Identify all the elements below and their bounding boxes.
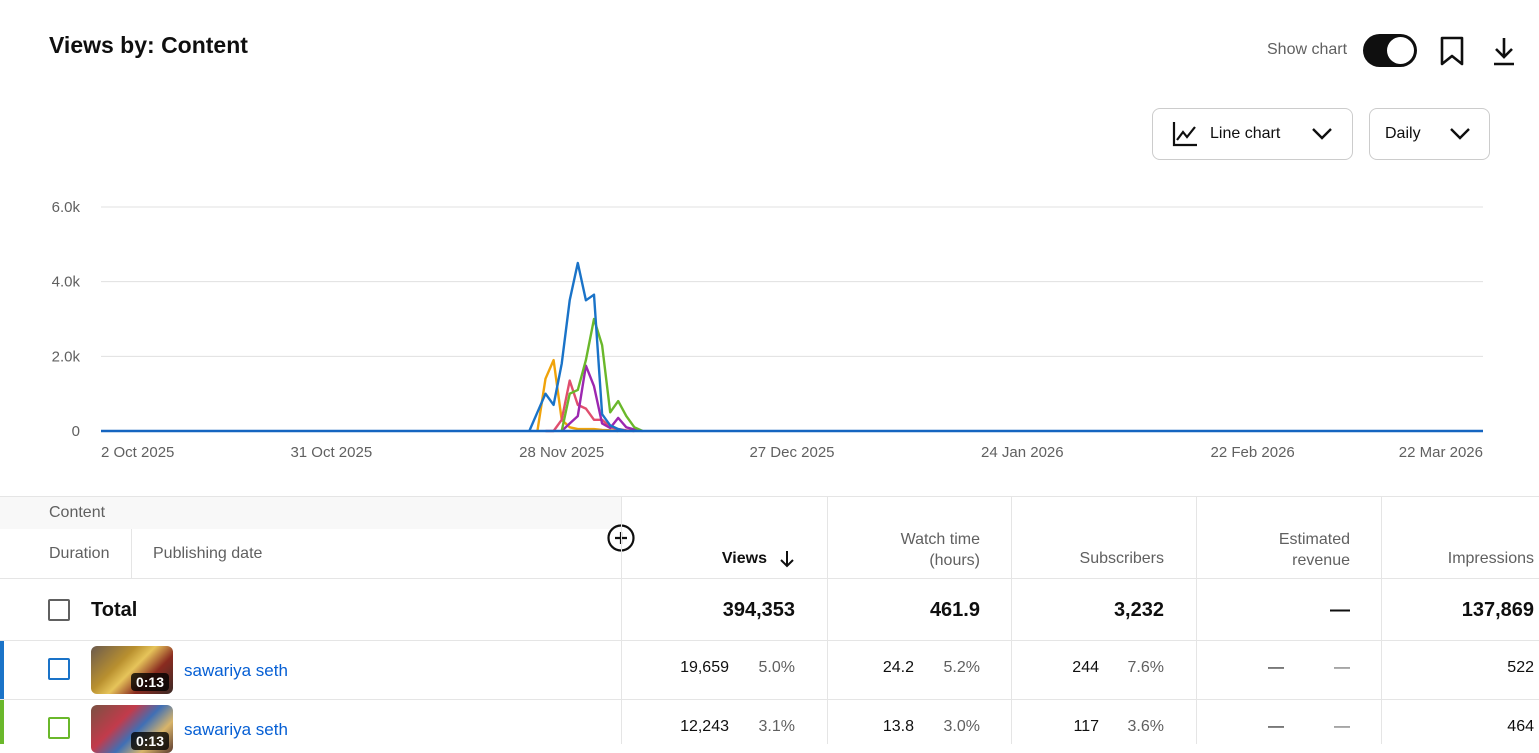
y-tick-label: 0 <box>72 423 80 440</box>
chart-type-value: Line chart <box>1210 125 1281 142</box>
row-checkbox[interactable] <box>48 658 70 680</box>
video-thumbnail[interactable]: 0:13 <box>91 705 173 753</box>
interval-dropdown[interactable]: Daily <box>1369 108 1490 160</box>
divider <box>131 529 132 579</box>
arrow-down-icon <box>780 551 794 568</box>
revenue-column-header[interactable]: Estimated revenue <box>1279 529 1350 571</box>
video-thumbnail[interactable]: 0:13 <box>91 646 173 694</box>
watch-time-header-line2: (hours) <box>929 552 980 569</box>
row-impressions: 464 <box>1507 718 1534 735</box>
x-tick-label: 24 Jan 2026 <box>981 444 1064 461</box>
total-subscribers: 3,232 <box>1113 599 1164 621</box>
video-duration: 0:13 <box>130 732 169 750</box>
content-header: Content <box>49 504 106 521</box>
x-tick-label: 27 Dec 2025 <box>749 444 834 461</box>
bookmark-icon <box>1440 36 1464 66</box>
row-revenue-pct: — <box>1334 718 1350 735</box>
impressions-column-header[interactable]: Impressions <box>1447 550 1534 567</box>
row-revenue-pct: — <box>1334 659 1350 676</box>
row-checkbox[interactable] <box>48 717 70 739</box>
total-revenue: — <box>1330 599 1350 621</box>
row-subscribers-pct: 3.6% <box>1127 718 1164 735</box>
video-title-link[interactable]: sawariya seth <box>184 661 288 680</box>
chevron-down-icon <box>1450 128 1470 140</box>
content-header-bg <box>0 497 621 529</box>
toggle-knob <box>1387 37 1414 64</box>
col-divider <box>1381 497 1382 744</box>
table-top-border <box>0 496 1539 497</box>
col-divider <box>827 497 828 744</box>
x-tick-label: 28 Nov 2025 <box>519 444 604 461</box>
row-border <box>0 578 1539 579</box>
y-tick-label: 6.0k <box>52 199 81 216</box>
x-tick-label: 31 Oct 2025 <box>290 444 372 461</box>
interval-value: Daily <box>1385 125 1421 142</box>
row-subscribers: 117 <box>1073 718 1099 735</box>
series-line <box>560 317 643 433</box>
download-icon <box>1494 38 1514 66</box>
row-color-indicator <box>0 641 4 699</box>
page-title: Views by: Content <box>49 32 248 58</box>
video-duration: 0:13 <box>130 673 169 691</box>
watch-time-column-header[interactable]: Watch time (hours) <box>901 529 980 571</box>
x-tick-label: 2 Oct 2025 <box>101 444 174 461</box>
chart-type-dropdown[interactable]: Line chart <box>1152 108 1353 160</box>
row-views-pct: 5.0% <box>758 659 795 676</box>
col-divider <box>1011 497 1012 744</box>
row-views-pct: 3.1% <box>758 718 795 735</box>
duration-header[interactable]: Duration <box>49 545 110 562</box>
chevron-down-icon <box>1312 128 1332 140</box>
row-revenue: — <box>1268 718 1284 735</box>
y-tick-label: 2.0k <box>52 348 81 365</box>
row-color-indicator <box>0 700 4 744</box>
row-watch-time-pct: 5.2% <box>943 659 980 676</box>
total-watch-time: 461.9 <box>929 599 980 621</box>
views-column-header[interactable]: Views <box>722 550 795 568</box>
row-border <box>0 640 1539 641</box>
revenue-header-line1: Estimated <box>1278 531 1350 548</box>
col-divider <box>1196 497 1197 744</box>
x-tick-label: 22 Mar 2026 <box>1399 444 1483 461</box>
row-impressions: 522 <box>1507 659 1534 676</box>
video-title-link[interactable]: sawariya seth <box>184 720 288 739</box>
subscribers-column-header[interactable]: Subscribers <box>1079 550 1164 567</box>
show-chart-toggle[interactable] <box>1363 34 1417 67</box>
x-tick-label: 22 Feb 2026 <box>1211 444 1295 461</box>
row-views: 12,243 <box>680 718 729 735</box>
revenue-header-line2: revenue <box>1292 552 1350 569</box>
series-line <box>528 261 627 433</box>
row-border <box>0 699 1539 700</box>
publishing-date-header[interactable]: Publishing date <box>153 545 263 562</box>
y-tick-label: 4.0k <box>52 274 81 291</box>
row-watch-time-pct: 3.0% <box>943 718 980 735</box>
row-watch-time: 24.2 <box>882 659 914 676</box>
show-chart-label: Show chart <box>1267 41 1348 58</box>
download-button[interactable] <box>1488 35 1520 67</box>
row-subscribers-pct: 7.6% <box>1127 659 1164 676</box>
row-watch-time: 13.8 <box>882 718 914 735</box>
line-chart-icon <box>1172 122 1197 147</box>
views-line-chart: 6.0k 4.0k 2.0k 0 2 Oct 2025 31 Oct 2025 28 Nov… <box>52 199 1483 461</box>
row-views: 19,659 <box>680 659 729 676</box>
col-divider <box>621 497 622 744</box>
row-revenue: — <box>1268 659 1284 676</box>
total-checkbox[interactable] <box>48 599 70 621</box>
bookmark-button[interactable] <box>1436 35 1468 67</box>
views-header-label: Views <box>721 550 767 567</box>
series-line <box>560 364 643 433</box>
total-label: Total <box>91 599 138 621</box>
total-views: 394,353 <box>722 599 795 621</box>
watch-time-header-line1: Watch time <box>900 531 980 548</box>
row-subscribers: 244 <box>1072 659 1099 676</box>
total-impressions: 137,869 <box>1461 599 1534 621</box>
